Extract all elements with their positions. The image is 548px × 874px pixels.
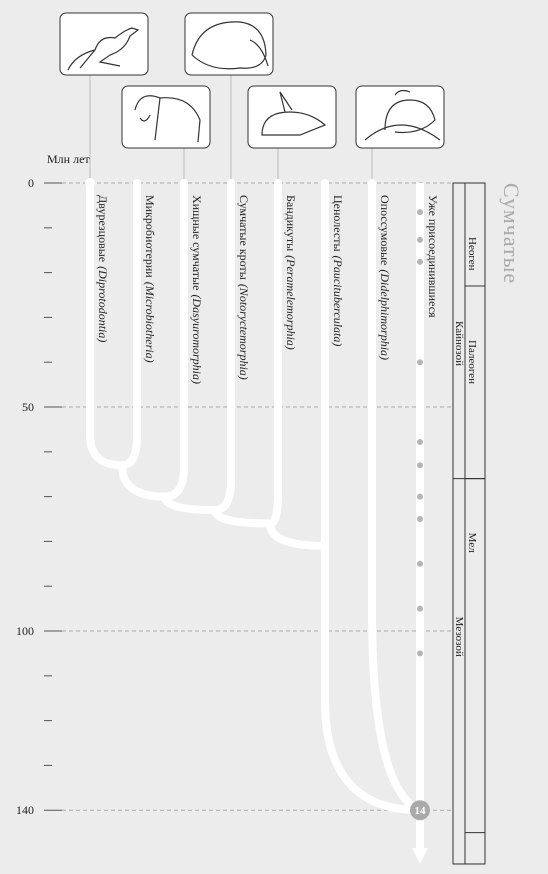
clade-label: Бандикуты (Peramelemorphia) (284, 195, 298, 350)
icon-drawing (67, 27, 140, 71)
joined-dot (417, 516, 423, 522)
icon-drawing (134, 95, 201, 143)
branch (321, 541, 424, 815)
clade-latin: (Diprotodontia) (96, 266, 110, 342)
icon-bandicoot (247, 85, 337, 149)
tick-label: 100 (16, 624, 34, 638)
joined-dot (417, 605, 423, 612)
branch (118, 461, 169, 501)
joined-dot (417, 258, 423, 265)
icon-kangaroo (59, 12, 149, 76)
icon-drawing (364, 89, 441, 141)
icon-mole (184, 12, 274, 76)
tick-label: 50 (22, 400, 34, 414)
joined-dot (417, 236, 423, 243)
clade-latin: (Dasyuromorphia) (190, 294, 204, 384)
era-label: Мезозой (453, 617, 465, 657)
branch (161, 492, 219, 515)
clade-latin: (Peramelemorphia) (284, 255, 298, 350)
joined-dot (417, 650, 423, 657)
clade-name: Опоссумовые (378, 195, 392, 265)
clade-label: Сумчатые кроты (Notoryctemorphia) (237, 195, 251, 380)
timescale-frame (452, 182, 486, 865)
clade-latin: (Paucituberculata) (331, 256, 345, 347)
clade-label: Двурезцовые (Diprotodontia) (96, 195, 110, 342)
icon-devil (121, 85, 211, 149)
root-count: 14 (415, 805, 427, 817)
joined-dot (417, 359, 423, 366)
clade-label: Микробиотерии (Microbiotheria) (143, 195, 157, 363)
clade-latin: (Microbiotheria) (143, 282, 157, 363)
era-label: Кайнозой (453, 321, 465, 366)
branch (211, 506, 274, 528)
joined-dot (417, 209, 423, 216)
clade-name: Бандикуты (284, 195, 298, 251)
branch (86, 179, 126, 470)
clade-label: Ценолесты (Paucituberculata) (331, 195, 345, 346)
tick-label: 140 (16, 803, 34, 817)
branch (211, 179, 235, 515)
clade-name: Микробиотерии (143, 195, 157, 278)
icon-drawing (191, 21, 269, 70)
root-badge (410, 800, 430, 821)
clade-name: Сумчатые кроты (237, 195, 251, 280)
joined-dot (417, 438, 423, 445)
layer: 0 50 100 140 Кайнозой Мезозой Неоген Палеоген Ме… (16, 176, 486, 865)
clade-label: Опоссумовые (Didelphimorphia) (378, 195, 392, 360)
period-label: Мел (466, 533, 478, 554)
arrowhead (412, 848, 428, 864)
icons (59, 12, 445, 183)
title: Сумчатые (499, 183, 524, 284)
branch (161, 179, 188, 501)
joined-dot (417, 462, 423, 469)
axis-label: Млн лет (47, 152, 90, 166)
icon-drawing (261, 91, 327, 136)
tip (85, 178, 95, 188)
branch (266, 179, 282, 528)
clade-label: Хищные сумчатые (Dasyuromorphia) (190, 195, 204, 384)
icon-opossum (355, 85, 445, 149)
joined-label: Уже присоединившиеся (426, 195, 440, 318)
period-label: Палеоген (466, 340, 478, 384)
clade-name: Двурезцовые (96, 195, 110, 262)
clade-latin: (Didelphimorphia) (378, 269, 392, 360)
branch (118, 179, 141, 470)
joined-dot (417, 560, 423, 567)
period-label: Неоген (466, 237, 478, 271)
clade-name: Хищные сумчатые (190, 195, 204, 290)
branch (368, 179, 424, 815)
branch (266, 519, 329, 550)
clade-latin: (Notoryctemorphia) (237, 284, 251, 380)
tick-label: 0 (28, 176, 34, 190)
joined-dot (417, 493, 423, 500)
clade-name: Ценолесты (331, 195, 345, 252)
